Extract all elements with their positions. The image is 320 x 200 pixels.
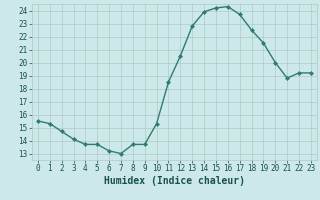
X-axis label: Humidex (Indice chaleur): Humidex (Indice chaleur) — [104, 176, 245, 186]
